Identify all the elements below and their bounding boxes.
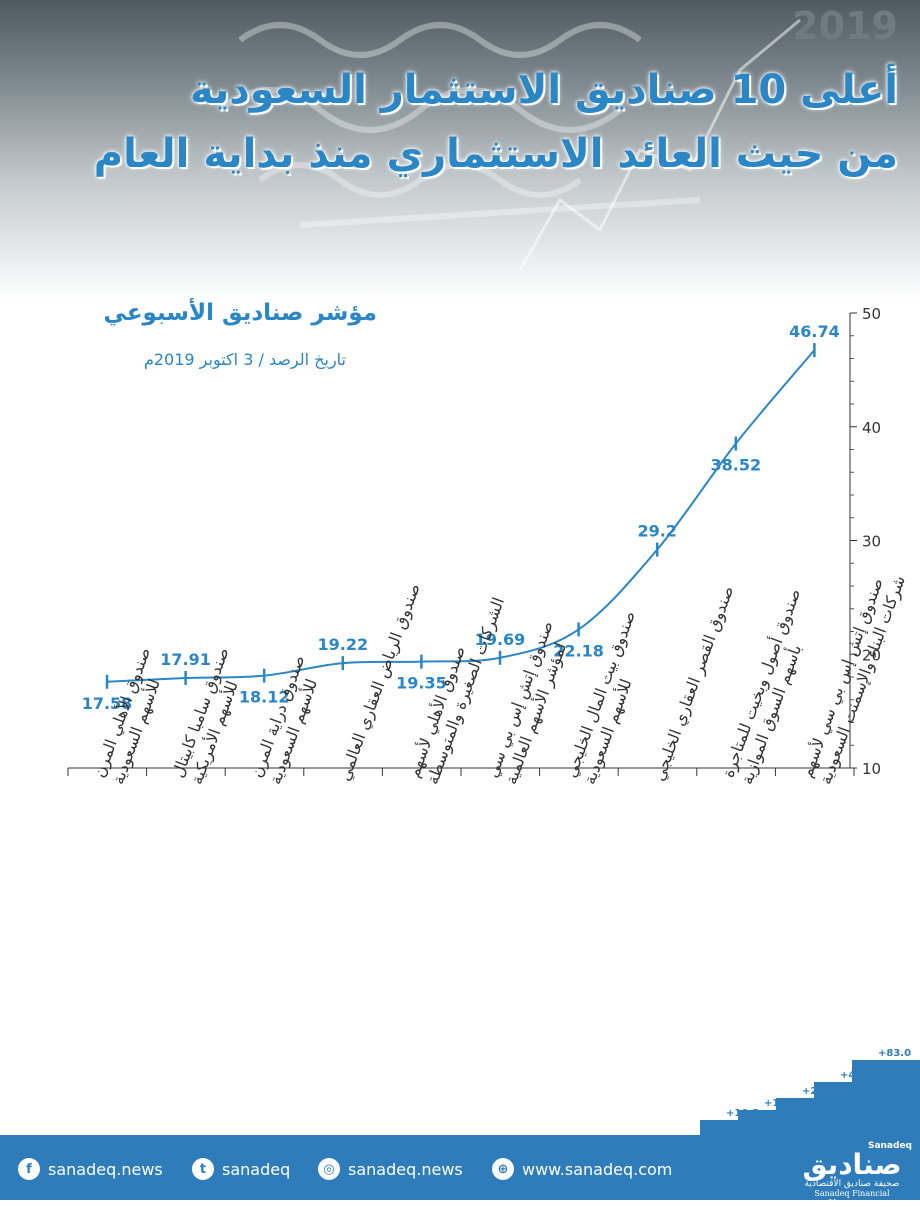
- line-chart: 10 20 30 40 50 17.58 17.91 18.12 19.22 19.35 19.69…: [67, 305, 910, 788]
- header-background-art: [218, 18, 801, 271]
- chart-title: مؤشر صناديق الأسبوعي: [103, 300, 377, 326]
- stairs-decoration: +10.3+12.0+22.6+41.9+83.0: [700, 1048, 920, 1135]
- data-value-label: 18.12: [239, 688, 290, 707]
- data-value-label: 19.22: [317, 635, 368, 654]
- y-tick-label: 20: [862, 646, 881, 664]
- data-value-label: 46.74: [789, 322, 840, 341]
- data-value-label: 19.69: [475, 630, 526, 649]
- footer-bar: f sanadeq.news t sanadeq ◎ sanadeq.news …: [0, 1135, 920, 1207]
- facebook-handle: sanadeq.news: [48, 1159, 163, 1179]
- instagram-icon: ◎: [318, 1158, 340, 1180]
- data-value-label: 29.2: [637, 522, 676, 541]
- twitter-link[interactable]: t sanadeq: [192, 1158, 290, 1180]
- y-tick-label: 40: [862, 419, 881, 437]
- facebook-link[interactable]: f sanadeq.news: [18, 1158, 163, 1180]
- title-line-2: من حيث العائد الاستثماري منذ بداية العام: [93, 131, 898, 177]
- twitter-icon: t: [192, 1158, 214, 1180]
- website-link[interactable]: ⊕ www.sanadeq.com: [492, 1158, 672, 1180]
- website-url: www.sanadeq.com: [522, 1159, 673, 1179]
- data-value-label: 17.91: [160, 650, 211, 669]
- data-value-label: 17.58: [82, 694, 133, 713]
- title-line-1: أعلى 10 صناديق الاستثمار السعودية: [189, 67, 898, 113]
- y-tick-label: 10: [862, 760, 881, 778]
- year-label: 2019: [792, 4, 898, 48]
- brand-logo: Sanadeq صناديق صحيفة صناديق الاقتصادية S…: [792, 1141, 912, 1207]
- brand-tagline-ar: صحيفة صناديق الاقتصادية: [804, 1179, 900, 1189]
- globe-icon: ⊕: [492, 1158, 514, 1180]
- twitter-handle: sanadeq: [222, 1159, 291, 1179]
- y-tick-label: 50: [862, 305, 881, 323]
- data-value-label: 19.35: [396, 674, 447, 693]
- data-value-label: 38.52: [710, 456, 761, 475]
- page-title: أعلى 10 صناديق الاستثمار السعودية من حيث…: [18, 58, 898, 186]
- instagram-link[interactable]: ◎ sanadeq.news: [318, 1158, 463, 1180]
- header-banner: 2019 أعلى 10 صناديق الاستثمار السعودية م…: [0, 0, 920, 300]
- chart-subtitle: تاريخ الرصد / 3 اكتوبر 2019م: [143, 350, 346, 369]
- brand-small: Sanadeq: [867, 1141, 912, 1151]
- brand-tagline-en: Sanadeq Financial Newspaper: [814, 1189, 890, 1207]
- brand-name: صناديق: [802, 1148, 902, 1181]
- stair-label: +83.0: [878, 1048, 911, 1059]
- stair-step: [852, 1060, 920, 1135]
- instagram-handle: sanadeq.news: [348, 1159, 463, 1179]
- y-tick-label: 30: [862, 533, 881, 551]
- data-value-label: 22.18: [553, 641, 604, 660]
- facebook-icon: f: [18, 1158, 40, 1180]
